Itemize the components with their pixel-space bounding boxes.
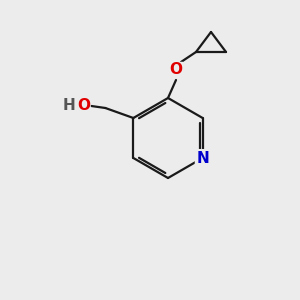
Text: O: O [169, 62, 182, 77]
Text: H: H [63, 98, 76, 113]
Text: N: N [196, 151, 209, 166]
Text: O: O [77, 98, 90, 113]
